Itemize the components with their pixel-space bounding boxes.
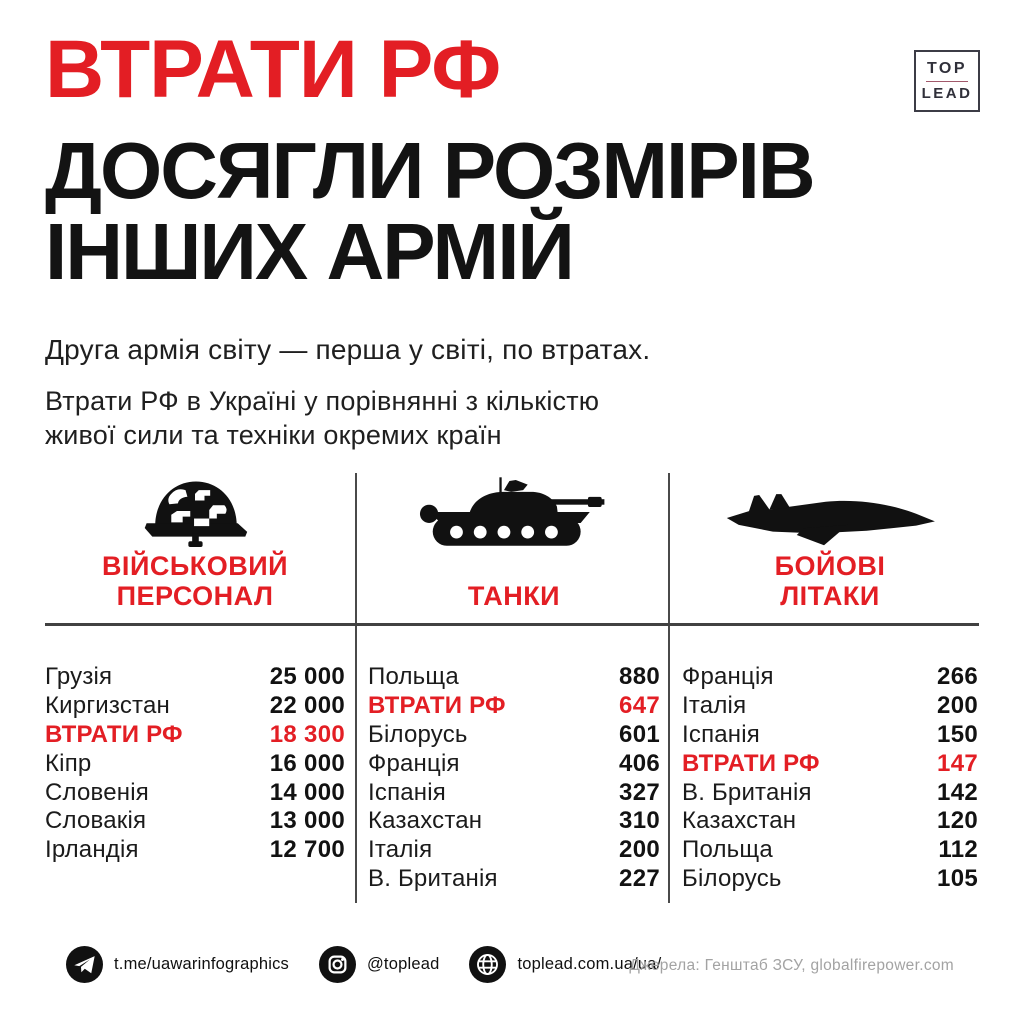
column-divider — [355, 473, 357, 903]
table-row: Іспанія 150 — [682, 720, 978, 748]
helmet-icon — [45, 473, 345, 547]
table-row: Польща 112 — [682, 836, 978, 864]
column-personnel: ВІЙСЬКОВИЙ ПЕРСОНАЛ Грузія 25 000 Киргизс… — [45, 473, 345, 865]
title-black: ДОСЯГЛИ РОЗМІРІВ ІНШИХ АРМІЙ — [45, 126, 816, 296]
footer-links: t.me/uawarinfographics @toplead — [66, 946, 661, 983]
telegram-handle: t.me/uawarinfographics — [114, 955, 289, 973]
column-aircraft: БОЙОВІ ЛІТАКИ Франція 266 Італія 200 Іспан… — [682, 473, 978, 893]
table-row: Білорусь 601 — [368, 720, 660, 748]
column-tanks: ТАНКИ Польща 880 ВТРАТИ РФ 647 Білорусь 601… — [368, 473, 660, 893]
table-row: Польща 880 — [368, 663, 660, 691]
header: ВТРАТИ РФ ДОСЯГЛИ РОЗМІРІВ ІНШИХ АРМІЙ — [45, 24, 816, 296]
website-link[interactable]: toplead.com.ua/ua/ — [469, 946, 661, 983]
logo-lead-text: LEAD — [921, 85, 973, 103]
table-row-losses: ВТРАТИ РФ 147 — [682, 749, 978, 777]
table-row: Італія 200 — [368, 836, 660, 864]
tagline: Друга армія світу — перша у світі, по вт… — [45, 334, 651, 365]
instagram-handle: @toplead — [366, 955, 440, 973]
table-row: Франція 266 — [682, 663, 978, 691]
description-line-1: Втрати РФ в Україні у порівнянні з кільк… — [45, 386, 600, 416]
header-rule — [45, 623, 979, 626]
table-row: В. Британія 142 — [682, 778, 978, 806]
column-divider — [668, 473, 670, 903]
table-row: Італія 200 — [682, 692, 978, 720]
table-row-losses: ВТРАТИ РФ 18 300 — [45, 720, 345, 748]
table-row: Словакія 13 000 — [45, 807, 345, 835]
comparison-table: ВІЙСЬКОВИЙ ПЕРСОНАЛ Грузія 25 000 Киргизс… — [0, 473, 1024, 906]
logo-top-text: TOP — [926, 59, 968, 77]
toplead-logo: TOP LEAD — [914, 50, 980, 112]
title-line-1: ДОСЯГЛИ РОЗМІРІВ — [45, 126, 816, 215]
table-row-losses: ВТРАТИ РФ 647 — [368, 692, 660, 720]
instagram-link[interactable]: @toplead — [318, 946, 440, 983]
table-row: Кіпр 16 000 — [45, 749, 345, 777]
table-row: Казахстан 120 — [682, 807, 978, 835]
sources-note: Джерела: Генштаб ЗСУ, globalfirepower.co… — [629, 957, 954, 974]
globe-icon — [469, 946, 507, 983]
table-row: Киргизстан 22 000 — [45, 692, 345, 720]
instagram-icon — [318, 946, 356, 983]
tank-icon — [368, 473, 660, 547]
website-url: toplead.com.ua/ua/ — [517, 955, 662, 973]
logo-divider — [926, 80, 968, 83]
table-row: Іспанія 327 — [368, 778, 660, 806]
table-row: Словенія 14 000 — [45, 778, 345, 806]
title-line-2: ІНШИХ АРМІЙ — [45, 207, 575, 296]
fighter-jet-icon — [682, 473, 978, 547]
tanks-rows: Польща 880 ВТРАТИ РФ 647 Білорусь 601 Франц… — [368, 663, 660, 893]
table-row: В. Британія 227 — [368, 864, 660, 892]
telegram-link[interactable]: t.me/uawarinfographics — [66, 946, 289, 983]
title-red: ВТРАТИ РФ — [45, 24, 501, 115]
column-title-aircraft: БОЙОВІ ЛІТАКИ — [774, 551, 886, 611]
description: Втрати РФ в Україні у порівнянні з кільк… — [45, 384, 599, 452]
table-row: Франція 406 — [368, 749, 660, 777]
telegram-icon — [66, 946, 103, 983]
table-row: Ірландія 12 700 — [45, 836, 345, 864]
description-line-2: живої сили та техніки окремих країн — [45, 420, 502, 450]
table-row: Білорусь 105 — [682, 864, 978, 892]
column-title-tanks: ТАНКИ — [467, 581, 561, 611]
table-row: Грузія 25 000 — [45, 663, 345, 691]
column-title-personnel: ВІЙСЬКОВИЙ ПЕРСОНАЛ — [101, 551, 289, 611]
aircraft-rows: Франція 266 Італія 200 Іспанія 150 ВТРАТИ Р… — [682, 663, 978, 893]
table-row: Казахстан 310 — [368, 807, 660, 835]
personnel-rows: Грузія 25 000 Киргизстан 22 000 ВТРАТИ РФ 1… — [45, 663, 345, 865]
